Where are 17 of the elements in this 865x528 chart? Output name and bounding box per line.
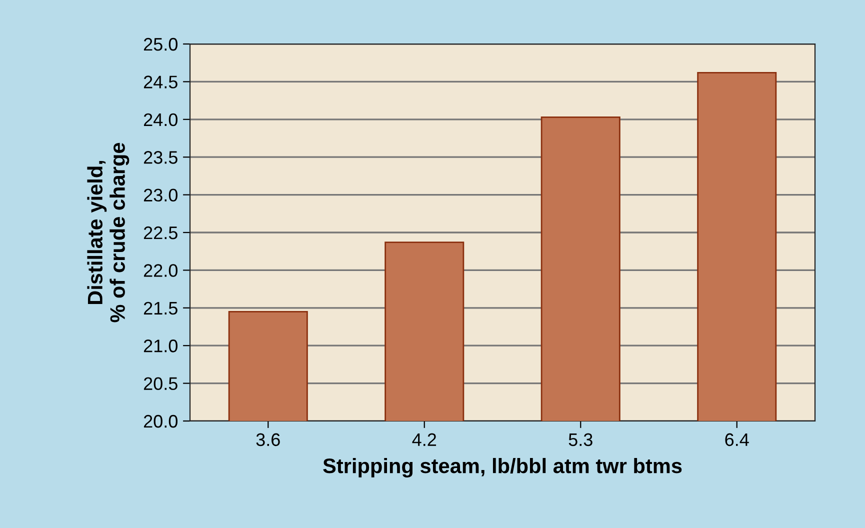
- y-tick-label: 22.0: [144, 264, 178, 277]
- y-tick-label: 23.0: [144, 188, 178, 202]
- y-tick-label: 24.0: [144, 113, 178, 126]
- y-tick-label: 20.0: [144, 414, 178, 428]
- y-tick-label: 22.5: [144, 226, 178, 240]
- y-axis-title: Distillate yield, % of crude charge: [87, 142, 130, 322]
- y-tick-label: 20.5: [144, 377, 178, 390]
- y-tick-label: 25.0: [144, 38, 178, 51]
- y-tick-label: 23.5: [144, 151, 178, 164]
- y-tick-label: 21.5: [144, 302, 178, 315]
- x-axis-title: Stripping steam, lb/bbl atm twr btms: [323, 458, 682, 478]
- y-tick-label: 24.5: [144, 76, 178, 88]
- x-tick-label: 4.2: [412, 433, 436, 446]
- y-tick-label: 21.0: [144, 340, 178, 352]
- x-tick-label: 6.4: [725, 433, 749, 446]
- x-tick-label: 5.3: [568, 433, 592, 446]
- x-tick-label: 3.6: [256, 433, 280, 446]
